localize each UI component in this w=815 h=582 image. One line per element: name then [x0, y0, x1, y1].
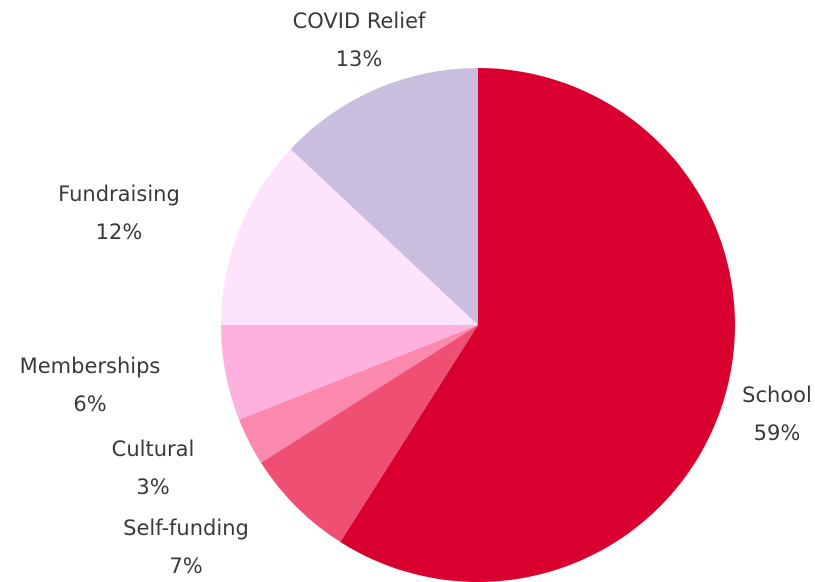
pie-slice-memberships	[221, 325, 478, 420]
pie-labels: School 59% Self-funding 7% Cultural 3% M…	[20, 9, 812, 578]
pie-slice-fundraising	[221, 149, 478, 325]
slice-label-cultural: Cultural	[112, 437, 195, 461]
slice-value-school: 59%	[754, 421, 801, 445]
pie-slice-cultural	[239, 325, 478, 463]
pie-slice-school	[340, 68, 736, 582]
slice-label-memberships: Memberships	[20, 354, 161, 378]
slice-label-self-funding: Self-funding	[123, 516, 249, 540]
slice-value-memberships: 6%	[73, 392, 106, 416]
slice-value-covid-relief: 13%	[336, 47, 383, 71]
pie-slices	[221, 68, 736, 582]
slice-value-fundraising: 12%	[96, 220, 143, 244]
pie-slice-self-funding	[261, 325, 478, 542]
pie-slice-covid-relief	[290, 68, 478, 325]
slice-label-school: School	[742, 383, 812, 407]
slice-value-self-funding: 7%	[169, 554, 202, 578]
slice-label-covid-relief: COVID Relief	[293, 9, 426, 33]
slice-label-fundraising: Fundraising	[58, 182, 180, 206]
slice-value-cultural: 3%	[136, 475, 169, 499]
